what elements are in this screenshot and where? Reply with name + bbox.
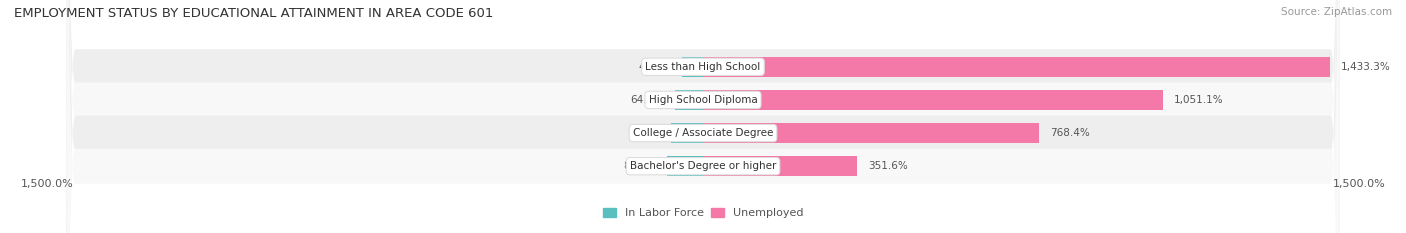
Text: 73.1%: 73.1% <box>627 128 659 138</box>
Legend: In Labor Force, Unemployed: In Labor Force, Unemployed <box>603 208 803 218</box>
Bar <box>703 90 1163 110</box>
Text: 768.4%: 768.4% <box>1050 128 1090 138</box>
Bar <box>703 123 1039 143</box>
Text: 81.4%: 81.4% <box>623 161 657 171</box>
Bar <box>703 156 856 176</box>
Text: Source: ZipAtlas.com: Source: ZipAtlas.com <box>1281 7 1392 17</box>
Bar <box>675 90 703 110</box>
Text: 47.7%: 47.7% <box>638 62 671 72</box>
Text: High School Diploma: High School Diploma <box>648 95 758 105</box>
Bar <box>671 123 703 143</box>
Text: 1,500.0%: 1,500.0% <box>1333 179 1385 189</box>
FancyBboxPatch shape <box>66 0 1340 233</box>
Text: 1,500.0%: 1,500.0% <box>21 179 73 189</box>
FancyBboxPatch shape <box>66 0 1340 233</box>
Text: Less than High School: Less than High School <box>645 62 761 72</box>
Text: Bachelor's Degree or higher: Bachelor's Degree or higher <box>630 161 776 171</box>
Text: 1,051.1%: 1,051.1% <box>1174 95 1223 105</box>
Bar <box>682 57 703 77</box>
FancyBboxPatch shape <box>66 0 1340 233</box>
Bar <box>703 57 1330 77</box>
Text: 64.5%: 64.5% <box>631 95 664 105</box>
FancyBboxPatch shape <box>66 0 1340 233</box>
Text: College / Associate Degree: College / Associate Degree <box>633 128 773 138</box>
Text: 351.6%: 351.6% <box>868 161 907 171</box>
Text: 1,433.3%: 1,433.3% <box>1341 62 1391 72</box>
Text: EMPLOYMENT STATUS BY EDUCATIONAL ATTAINMENT IN AREA CODE 601: EMPLOYMENT STATUS BY EDUCATIONAL ATTAINM… <box>14 7 494 20</box>
Bar <box>668 156 703 176</box>
